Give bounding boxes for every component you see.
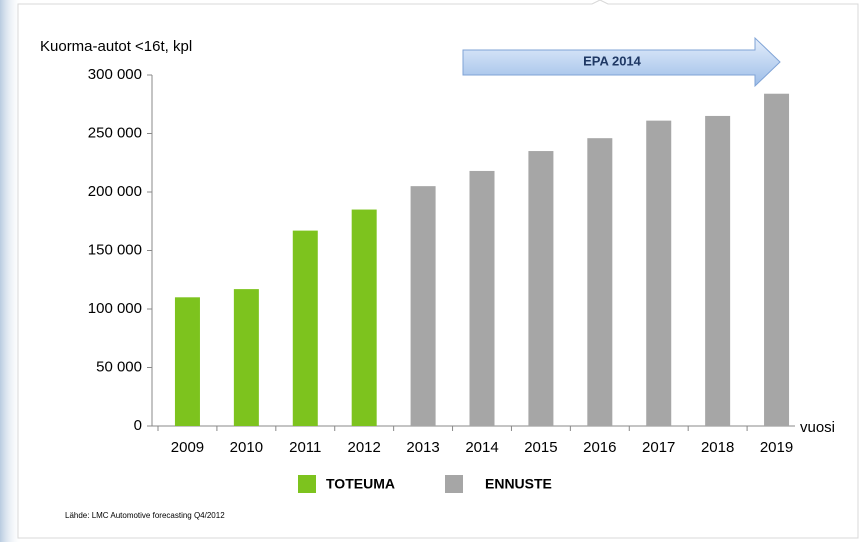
y-tick-label: 250 000 bbox=[88, 124, 142, 141]
x-tick-label: 2010 bbox=[230, 439, 263, 456]
bar bbox=[174, 297, 200, 426]
legend-label: ENNUSTE bbox=[485, 476, 552, 492]
background-edge bbox=[0, 0, 22, 542]
x-axis-label: vuosi bbox=[800, 419, 835, 436]
bar bbox=[351, 209, 377, 426]
panel bbox=[17, 0, 859, 539]
y-tick-label: 100 000 bbox=[88, 300, 142, 317]
bar bbox=[528, 151, 554, 427]
x-tick-label: 2012 bbox=[347, 439, 380, 456]
x-tick-label: 2013 bbox=[406, 439, 439, 456]
x-tick-label: 2015 bbox=[524, 439, 557, 456]
legend-label: TOTEUMA bbox=[326, 476, 395, 492]
bar bbox=[292, 230, 318, 426]
x-tick-label: 2019 bbox=[760, 439, 793, 456]
bar bbox=[469, 170, 495, 426]
x-tick-label: 2014 bbox=[465, 439, 498, 456]
x-tick-label: 2016 bbox=[583, 439, 616, 456]
bar bbox=[646, 120, 672, 426]
y-tick-label: 0 bbox=[134, 417, 142, 434]
bar bbox=[705, 115, 731, 426]
chart-title: Kuorma-autot <16t, kpl bbox=[40, 38, 192, 55]
x-tick-label: 2011 bbox=[289, 439, 321, 456]
bar bbox=[410, 186, 436, 426]
bar bbox=[233, 289, 259, 426]
y-tick-label: 200 000 bbox=[88, 183, 142, 200]
y-tick-label: 50 000 bbox=[96, 358, 142, 375]
bar bbox=[587, 138, 613, 426]
bar bbox=[764, 93, 790, 426]
forecast-arrow bbox=[462, 36, 781, 88]
x-tick-label: 2009 bbox=[171, 439, 204, 456]
y-tick-label: 300 000 bbox=[88, 66, 142, 83]
x-tick-label: 2018 bbox=[701, 439, 734, 456]
legend-swatch bbox=[445, 475, 463, 493]
source: Lähde: LMC Automotive forecasting Q4/201… bbox=[65, 511, 225, 520]
annotation: EPA 2014 bbox=[583, 53, 642, 68]
y-tick-label: 150 000 bbox=[88, 241, 142, 258]
legend-swatch bbox=[298, 475, 316, 493]
x-tick-label: 2017 bbox=[642, 439, 675, 456]
